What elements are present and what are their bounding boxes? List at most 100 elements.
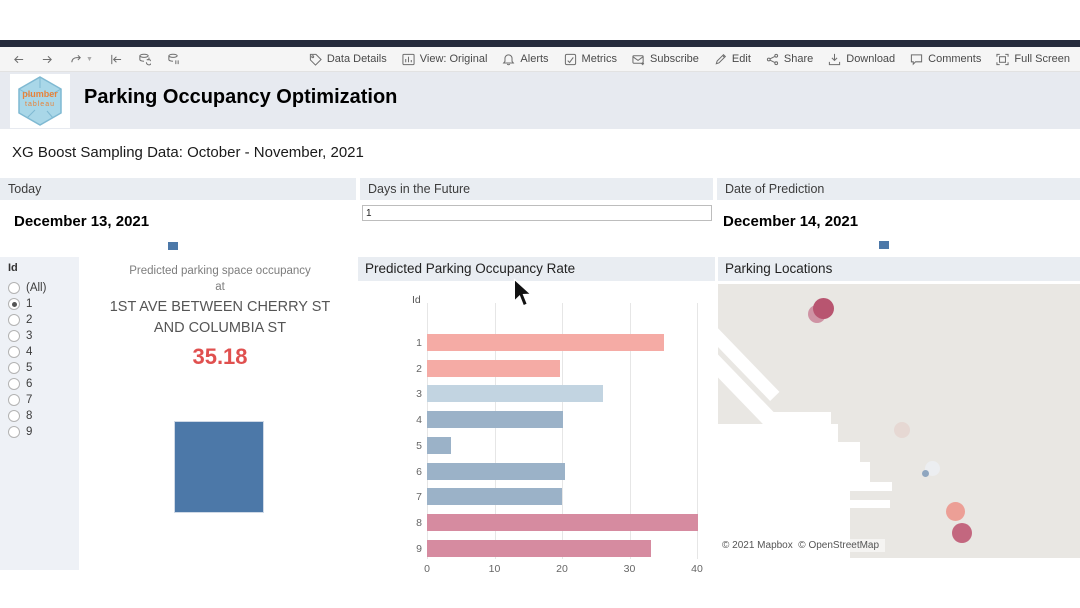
chart-gridline xyxy=(629,303,631,559)
occupancy-bar-id-8[interactable] xyxy=(427,513,699,531)
occupancy-bar-id-2[interactable] xyxy=(427,359,560,377)
radio-icon[interactable] xyxy=(8,314,20,326)
card-predicted-value: 35.18 xyxy=(192,344,248,369)
radio-label: (All) xyxy=(26,282,47,294)
download-icon xyxy=(828,53,841,66)
radio-icon[interactable] xyxy=(8,410,20,422)
radio-label: 4 xyxy=(26,346,33,358)
card-line2: at xyxy=(215,281,225,293)
redo-button[interactable]: ▼ xyxy=(70,53,93,66)
toolbar-item-label: Alerts xyxy=(520,53,549,65)
bar-category-label: 6 xyxy=(416,465,422,478)
map-title: Parking Locations xyxy=(718,257,1080,281)
toolbar-item-comments[interactable]: Comments xyxy=(910,53,981,66)
x-tick-label: 30 xyxy=(623,563,636,575)
radio-icon[interactable] xyxy=(8,298,20,310)
logo-text-tableau: tableau xyxy=(25,101,55,108)
logo: plumber tableau xyxy=(10,74,70,128)
id-radio-option-all[interactable]: (All) xyxy=(8,280,79,296)
toolbar-item-label: Edit xyxy=(731,53,751,65)
id-radio-option-2[interactable]: 2 xyxy=(8,312,79,328)
tag-icon xyxy=(309,53,322,66)
radio-label: 2 xyxy=(26,314,33,326)
id-radio-option-7[interactable]: 7 xyxy=(8,392,79,408)
occupancy-bar-id-4[interactable] xyxy=(427,411,564,429)
parking-location-dot[interactable] xyxy=(952,523,972,543)
occupancy-bar-id-7[interactable] xyxy=(427,488,562,506)
bar-category-label: 1 xyxy=(416,337,422,349)
map[interactable]: © 2021 Mapbox © OpenStreetMap xyxy=(718,284,1080,558)
prediction-card: Predicted parking space occupancy at 1ST… xyxy=(84,257,356,570)
id-radio-option-3[interactable]: 3 xyxy=(8,328,79,344)
bar-category-label: 9 xyxy=(416,542,422,555)
toolbar-item-share[interactable]: Share xyxy=(766,53,813,66)
toolbar-item-label: Comments xyxy=(928,53,982,65)
view-icon xyxy=(402,53,415,66)
dropdown-caret-icon: ▼ xyxy=(86,55,93,63)
toolbar-item-label: Download xyxy=(846,53,896,65)
toolbar-item-data-details[interactable]: Data Details xyxy=(309,53,387,66)
toolbar-history-controls: ▼ xyxy=(0,53,180,66)
bar-chart: Id 0 10 20 30 40 1 2 3 4 5 6 7 8 9 xyxy=(358,281,715,575)
dashboard-subtitle: XG Boost Sampling Data: October - Novemb… xyxy=(12,144,364,161)
parking-location-dot[interactable] xyxy=(945,501,965,521)
radio-icon[interactable] xyxy=(8,362,20,374)
radio-label: 5 xyxy=(26,362,33,374)
prediction-date-mark[interactable] xyxy=(879,241,889,249)
days-in-future-input[interactable] xyxy=(362,205,712,221)
chart-gridline xyxy=(562,303,563,559)
bar-category-label: 7 xyxy=(416,491,422,504)
radio-icon[interactable] xyxy=(8,346,20,358)
forward-button[interactable] xyxy=(41,53,54,66)
occupancy-bar-id-5[interactable] xyxy=(427,436,451,454)
back-button[interactable] xyxy=(12,53,25,66)
occupancy-bar-id-9[interactable] xyxy=(427,539,652,557)
days-in-future-header: Days in the Future xyxy=(360,178,713,200)
radio-icon[interactable] xyxy=(8,394,20,406)
radio-icon[interactable] xyxy=(8,378,20,390)
toolbar-item-full-screen[interactable]: Full Screen xyxy=(996,53,1070,66)
parking-location-dot[interactable] xyxy=(921,469,929,477)
id-radio-option-1[interactable]: 1 xyxy=(8,296,79,312)
top-divider-bar xyxy=(0,40,1080,47)
x-tick-label: 10 xyxy=(488,563,501,575)
parking-location-dot[interactable] xyxy=(894,422,910,438)
id-radio-option-4[interactable]: 4 xyxy=(8,344,79,360)
map-pier-shape xyxy=(838,500,890,508)
radio-label: 6 xyxy=(26,378,33,390)
map-pier-shape xyxy=(848,482,892,491)
share-icon xyxy=(766,53,779,66)
toolbar-item-edit[interactable]: Edit xyxy=(714,53,751,66)
id-radio-option-5[interactable]: 5 xyxy=(8,360,79,376)
revert-button[interactable] xyxy=(109,53,122,66)
id-radio-option-6[interactable]: 6 xyxy=(8,376,79,392)
toolbar-item-alerts[interactable]: Alerts xyxy=(502,53,549,66)
occupancy-bar-id-6[interactable] xyxy=(427,462,566,480)
parking-location-dot[interactable] xyxy=(812,297,834,319)
toolbar-item-label: Data Details xyxy=(326,53,387,65)
occupancy-bar-id-3[interactable] xyxy=(427,385,603,403)
refresh-button[interactable] xyxy=(138,53,151,66)
today-date-mark[interactable] xyxy=(168,242,178,250)
radio-icon[interactable] xyxy=(8,426,20,438)
chart-gridline xyxy=(427,303,428,559)
radio-icon[interactable] xyxy=(8,330,20,342)
toolbar-item-subscribe[interactable]: Subscribe xyxy=(632,53,699,66)
bar-category-label: 3 xyxy=(416,388,422,401)
date-of-prediction-header: Date of Prediction xyxy=(717,178,1080,200)
chart-gridline xyxy=(494,303,496,559)
x-tick-label: 20 xyxy=(556,563,568,575)
id-radio-option-8[interactable]: 8 xyxy=(8,408,79,424)
occupancy-square-mark[interactable] xyxy=(174,421,264,513)
occupancy-bar-id-1[interactable] xyxy=(427,334,665,351)
toolbar-item-download[interactable]: Download xyxy=(828,53,895,66)
pause-button[interactable] xyxy=(167,53,180,66)
map-water-shape xyxy=(718,462,870,482)
id-radio-option-9[interactable]: 9 xyxy=(8,424,79,440)
radio-icon[interactable] xyxy=(8,282,20,294)
title-banner: plumber tableau Parking Occupancy Optimi… xyxy=(0,72,1080,129)
toolbar-item-metrics[interactable]: Metrics xyxy=(564,53,617,66)
toolbar-item-view-original[interactable]: View: Original xyxy=(402,53,488,66)
redo-icon xyxy=(70,53,83,66)
toolbar-item-label: View: Original xyxy=(419,53,488,65)
